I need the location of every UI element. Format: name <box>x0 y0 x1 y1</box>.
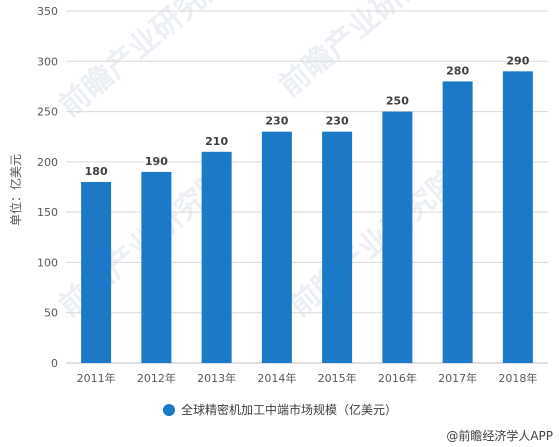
x-tick-label: 2017年 <box>438 371 477 385</box>
data-label: 280 <box>446 64 469 77</box>
y-tick-label: 50 <box>44 307 58 320</box>
y-tick-label: 150 <box>37 206 58 219</box>
x-tick-label: 2018年 <box>498 371 537 385</box>
bar <box>201 151 232 363</box>
y-axis-title: 单位：亿美元 <box>8 154 23 226</box>
watermark: 前瞻产业研究院 <box>273 0 456 104</box>
x-tick-label: 2011年 <box>77 371 116 385</box>
bar <box>322 131 353 363</box>
y-tick-label: 350 <box>37 5 58 18</box>
bar <box>382 111 413 363</box>
legend-label: 全球精密机加工中端市场规模（亿美元） <box>181 402 397 417</box>
data-label: 210 <box>205 135 228 148</box>
bar <box>81 181 112 363</box>
y-tick-label: 100 <box>37 256 58 269</box>
watermark: 前瞻产业研究院 <box>53 0 236 124</box>
y-tick-label: 200 <box>37 156 58 169</box>
x-tick-label: 2014年 <box>257 371 296 385</box>
bar <box>261 131 292 363</box>
x-axis: 2011年 2012年 2013年 2014年 2015年 2016年 2017年 2018年 <box>77 371 538 385</box>
y-tick-label: 300 <box>37 55 58 68</box>
y-tick-label: 0 <box>51 357 58 370</box>
data-label: 190 <box>145 155 168 168</box>
y-axis: 0 50 100 150 200 250 300 350 <box>37 5 58 370</box>
x-tick-label: 2015年 <box>318 371 357 385</box>
data-label: 230 <box>265 115 288 128</box>
data-label: 230 <box>326 115 349 128</box>
data-label: 290 <box>506 54 529 67</box>
legend: 全球精密机加工中端市场规模（亿美元） <box>163 402 397 417</box>
bar <box>502 71 533 363</box>
bar <box>442 81 473 364</box>
data-labels: 180 190 210 230 230 250 280 290 <box>85 54 530 178</box>
data-label: 250 <box>386 95 409 108</box>
legend-marker <box>163 404 175 416</box>
x-tick-label: 2012年 <box>137 371 176 385</box>
y-tick-label: 250 <box>37 106 58 119</box>
x-tick-label: 2013年 <box>197 371 236 385</box>
source-credit: @前瞻经济学人APP <box>446 428 553 443</box>
bar <box>141 171 172 363</box>
bars <box>81 71 533 364</box>
x-tick-label: 2016年 <box>378 371 417 385</box>
watermark: 前瞻产业研究院 <box>283 162 466 324</box>
data-label: 180 <box>85 165 108 178</box>
